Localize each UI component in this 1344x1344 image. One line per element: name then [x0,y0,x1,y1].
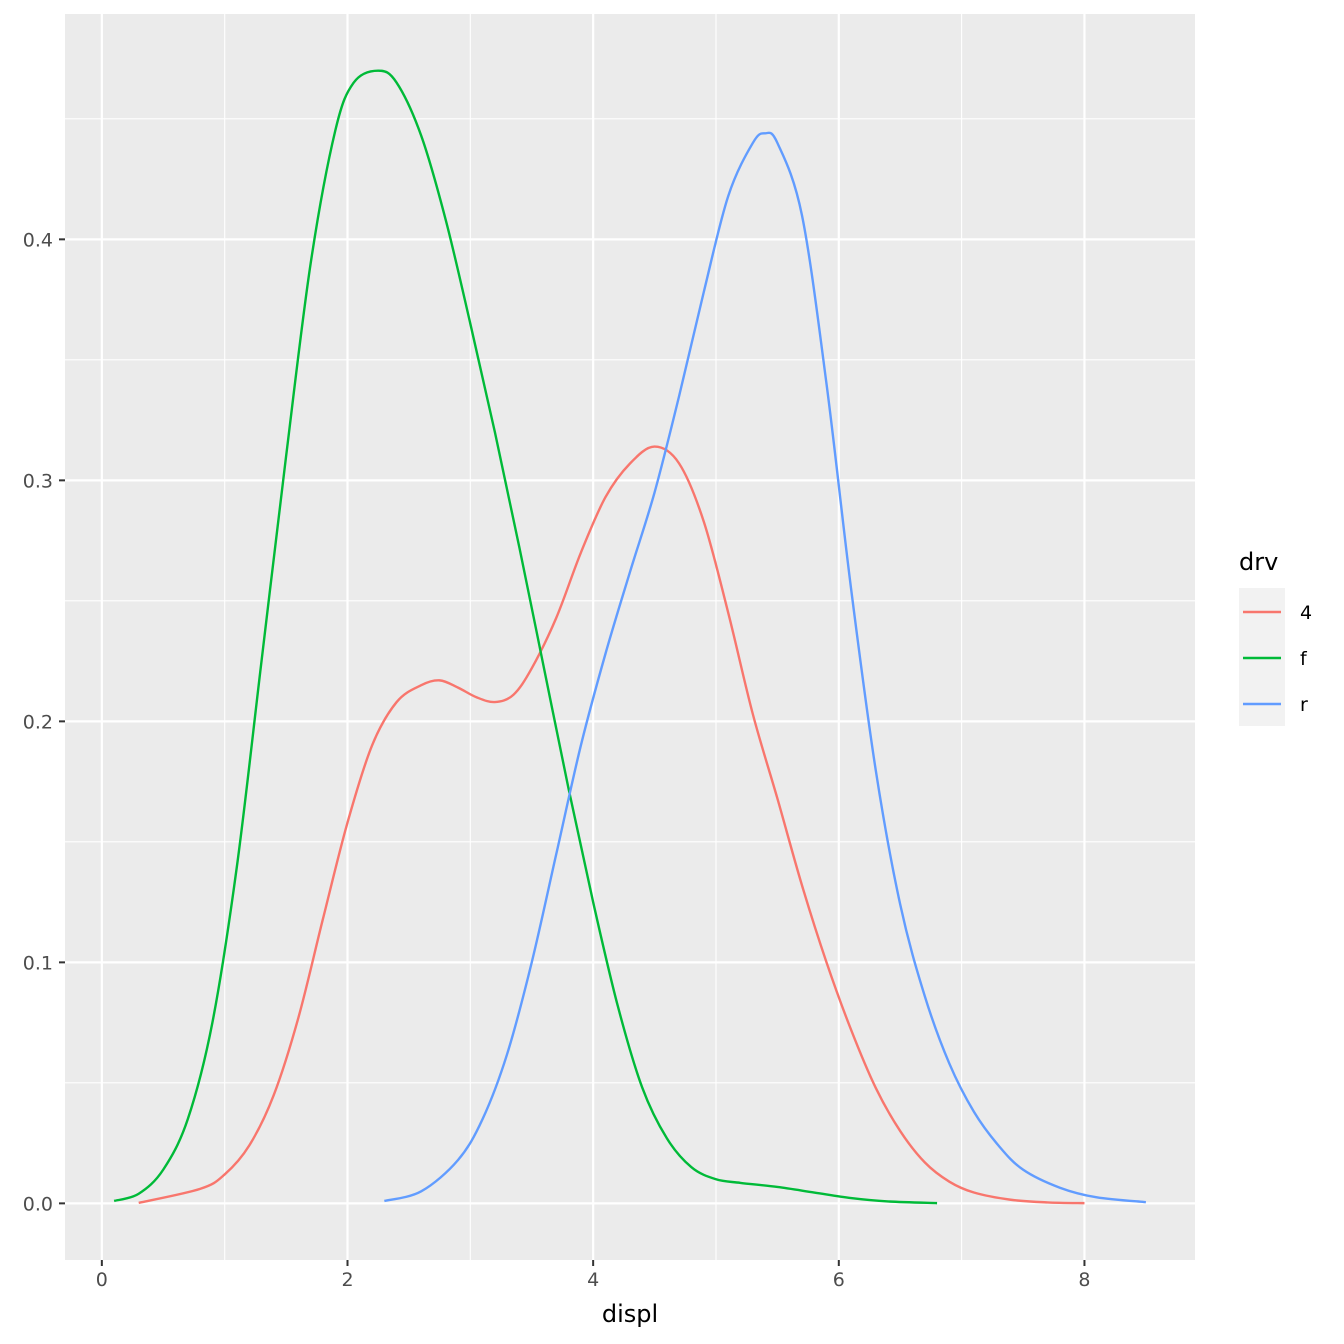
y-tick-label: 0.1 [23,952,53,974]
y-tick-label: 0.4 [23,229,53,251]
density-lines [113,69,1146,1205]
legend-label-r: r [1300,694,1308,716]
legend-items: 4 f r [1243,602,1312,716]
x-axis: 0 2 4 6 8 [96,1260,1091,1291]
legend-title: drv [1239,548,1278,576]
y-tick-label: 0.0 [23,1193,53,1215]
density-line-4 [138,445,1085,1205]
x-axis-title: displ [602,1300,658,1328]
x-tick-label: 4 [587,1269,599,1291]
legend-label-f: f [1300,648,1308,670]
legend: drv 4 f r [1239,548,1312,726]
y-axis: 0.0 0.1 0.2 0.3 0.4 [23,229,65,1215]
plot-panel [65,14,1195,1260]
density-line-r [384,131,1146,1204]
minor-gridlines [65,14,1195,1260]
major-gridlines [65,14,1195,1260]
x-tick-label: 2 [341,1269,353,1291]
y-tick-label: 0.2 [23,711,53,733]
density-line-f [113,69,938,1205]
x-tick-label: 8 [1078,1269,1090,1291]
x-tick-label: 6 [833,1269,845,1291]
legend-label-4: 4 [1300,602,1312,624]
x-tick-label: 0 [96,1269,108,1291]
y-tick-label: 0.3 [23,470,53,492]
